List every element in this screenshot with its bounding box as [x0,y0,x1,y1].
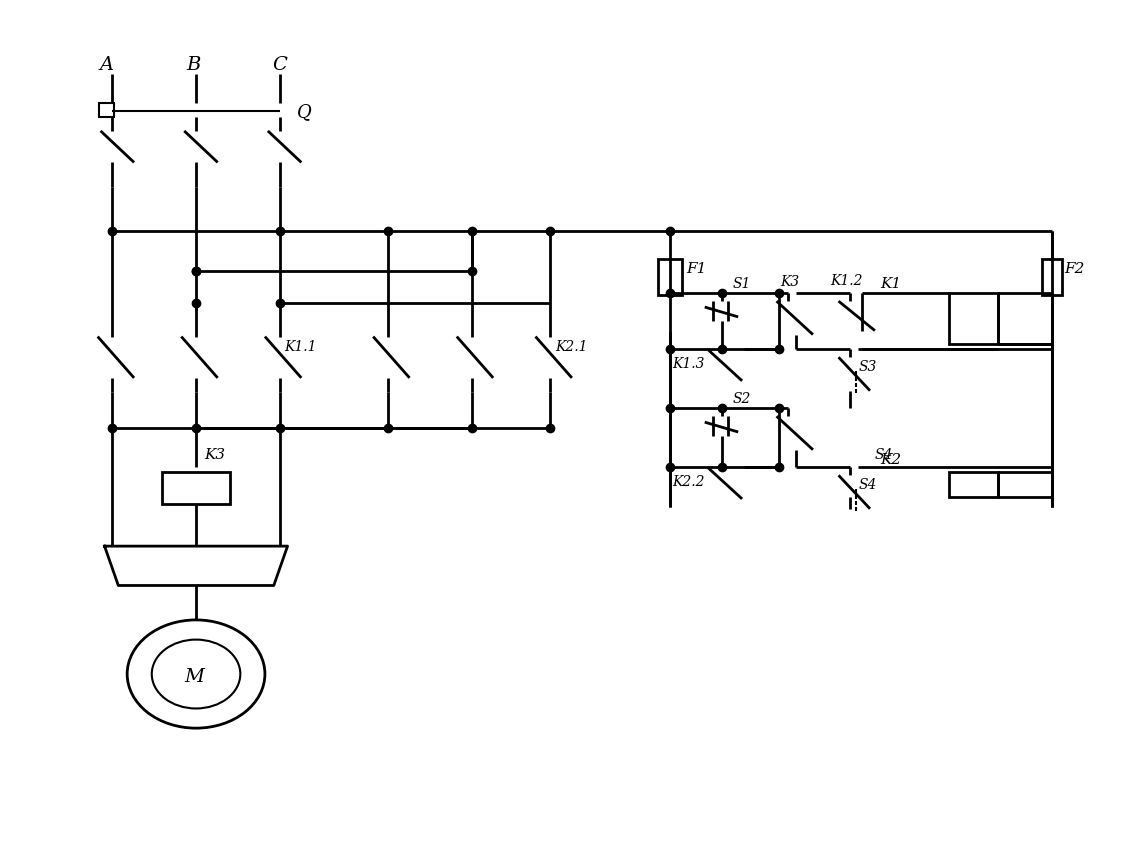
Text: K1.3: K1.3 [672,357,705,371]
Bar [162,472,231,504]
Text: K2.1: K2.1 [555,340,588,355]
Text: K1: K1 [880,277,901,292]
Text: Q: Q [297,103,312,121]
Bar [949,472,998,497]
Text: K2: K2 [880,453,901,468]
Text: A: A [100,56,114,74]
Bar [658,259,682,295]
Bar [949,293,998,344]
Text: B: B [187,56,200,74]
Text: S4: S4 [858,478,877,492]
Text: K2.2: K2.2 [672,475,705,489]
Text: S1: S1 [732,277,751,292]
Bar [98,104,114,117]
Text: K1.1: K1.1 [285,340,317,355]
Text: K3: K3 [780,275,800,289]
Text: S2: S2 [732,393,751,406]
Text: S4: S4 [875,449,893,463]
Text: S3: S3 [858,360,877,374]
Text: K3: K3 [204,449,225,463]
Text: C: C [271,56,286,74]
Text: F2: F2 [1064,261,1085,275]
Text: K1.2: K1.2 [830,274,863,288]
Text: M: M [184,668,205,686]
Bar [1042,259,1062,295]
Text: F1: F1 [687,261,707,275]
